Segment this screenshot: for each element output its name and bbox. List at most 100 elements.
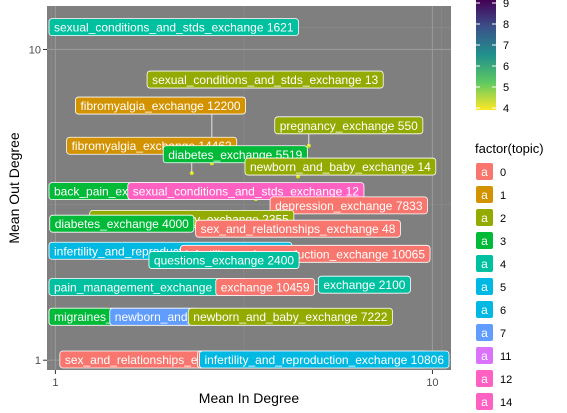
color-legend-bar [476,0,496,110]
topic-legend-swatch [476,278,493,295]
topic-legend-label: 7 [500,328,506,340]
color-legend-label: 6 [503,61,509,73]
data-label-box [48,18,299,37]
data-label-box [244,157,437,176]
color-legend-label: 5 [503,82,509,94]
topic-legend-label: 6 [500,305,506,317]
data-label-text: infertility_and_reproduction_exchange 10… [204,353,444,367]
x-tick-label: 10 [426,377,438,389]
topic-legend-swatch [476,347,493,364]
data-label-text: exchange 2100 [323,278,405,292]
data-label-text: depression_exchange 7833 [275,199,423,213]
topic-legend-label: 0 [500,167,506,179]
data-label-box [187,307,393,326]
y-axis-title: Mean Out Degree [6,132,22,243]
data-label: pain_management_exchange 1559 [48,278,248,296]
color-legend-ticks: 9 8 7 6 5 4 [476,0,509,115]
data-label-box [215,278,315,296]
topic-legend-label: 5 [500,282,506,294]
topic-legend-swatch [476,301,493,318]
topic-legend-glyph: a [481,165,488,179]
topic-legend-label: 14 [500,397,512,409]
topic-legend-label: 11 [500,351,511,363]
data-label-box [269,196,428,215]
topic-legend-label: 4 [500,259,506,271]
data-label-box [317,275,411,294]
data-label-box [49,214,195,233]
data-label: sex_and_relationships_exchange 48 [195,219,401,238]
topic-legend-label: 3 [500,236,506,248]
topic-legend-glyph: a [481,372,488,386]
x-tick-label: 1 [52,377,58,389]
topic-legend-swatch [476,255,493,272]
data-label-box [199,350,450,369]
topic-legend-swatch [476,232,493,249]
data-label-text: diabetes_exchange 4000 [55,217,189,231]
data-label-box [148,251,300,269]
topic-legend-swatch [476,370,493,387]
data-label: sexual_conditions_and_stds_exchange 13 [146,70,384,89]
topic-legend-label: 2 [500,213,506,225]
data-label-text: sexual_conditions_and_stds_exchange 12 [133,185,359,199]
axes: 1 10 1 10 [29,44,439,389]
data-label-text: questions_exchange 2400 [154,254,294,268]
color-legend-label: 7 [503,40,509,52]
y-tick-label: 1 [35,355,41,367]
data-label: depression_exchange 7833 [269,196,428,215]
data-label-text: pain_management_exchange 1559 [54,281,242,295]
topic-legend-swatch [476,393,493,410]
topic-legend-glyph: a [481,188,488,202]
topic-legend-glyph: a [481,211,488,225]
color-legend: 9 8 7 6 5 4 [476,0,509,115]
color-legend-label: 9 [503,0,509,10]
data-label: newborn_and_baby_exchange 7222 [187,307,393,326]
topic-legend-label: 12 [500,374,512,386]
topic-legend-keys: a 0a 1a 2a 3a 4a 5a 6a 7a 11a 12a 14 [476,163,512,410]
topic-legend-glyph: a [481,280,488,294]
x-axis-title: Mean In Degree [199,390,300,406]
data-label-text: sex_and_relationships_exchange 48 [201,222,396,236]
topic-legend-glyph: a [481,257,488,271]
data-label: pregnancy_exchange 550 [274,116,424,135]
y-tick-label: 10 [29,44,41,56]
topic-legend-swatch [476,186,493,203]
data-label-box [195,219,401,238]
topic-legend: factor(topic) a 0a 1a 2a 3a 4a 5a 6a 7a 11a 12a 14 [475,141,544,410]
data-label: newborn_and_baby_exchange 14 [244,157,437,176]
data-label: sexual_conditions_and_stds_exchange 1621 [48,18,299,37]
data-label-text: newborn_and_baby_exchange 14 [250,160,431,174]
data-label: sexual_conditions_and_stds_exchange 12 [127,182,365,201]
data-label-text: fibromyalgia_exchange 12200 [80,99,240,113]
topic-legend-item: a 14 [476,393,512,410]
data-label: exchange 2100 [317,275,411,294]
data-label: exchange 10459 [215,278,315,296]
data-labels: sexual_conditions_and_stds_exchange 1621… [48,18,450,369]
topic-legend-swatch [476,163,493,180]
topic-legend-swatch [476,209,493,226]
data-point [296,174,301,179]
data-label-box [274,116,424,135]
color-legend-label: 8 [503,19,509,31]
topic-legend-title: factor(topic) [475,141,544,156]
data-label: questions_exchange 2400 [148,251,300,269]
data-label: diabetes_exchange 4000 [49,214,195,233]
color-legend-label: 4 [503,103,509,115]
data-label-text: pregnancy_exchange 550 [280,119,418,133]
data-label-text: exchange 10459 [221,281,310,295]
topic-legend-label: 1 [500,190,506,202]
data-label: fibromyalgia_exchange 12200 [75,96,246,115]
topic-legend-item: a 11 [476,347,511,364]
data-label-box [146,70,384,89]
topic-legend-glyph: a [481,395,488,409]
data-label-text: sexual_conditions_and_stds_exchange 1621 [54,21,294,35]
topic-legend-item: a 12 [476,370,512,387]
